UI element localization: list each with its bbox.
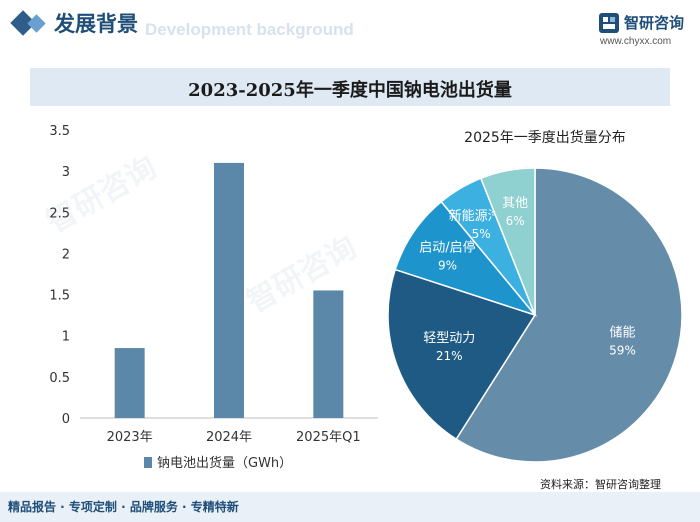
brand-name: 智研咨询 xyxy=(624,14,685,32)
source-note: 资料来源：智研咨询整理 xyxy=(540,478,661,491)
y-tick-label: 2 xyxy=(62,247,70,262)
bar xyxy=(114,348,145,418)
legend-label: 钠电池出货量（GWh） xyxy=(157,455,292,471)
bar-chart: 0 0.5 1 1.5 2 2.5 3 3.5 2023年 2024年 2025年Q1 钠电池出货量（… xyxy=(49,124,378,471)
x-tick-label: 2023年 xyxy=(107,430,153,445)
pie-slice xyxy=(455,167,683,463)
brand-url: www.chyxx.com xyxy=(600,36,672,47)
y-tick-label: 1.5 xyxy=(49,289,70,304)
pie-slice-percent: 21% xyxy=(436,349,463,363)
pie-slice-label: 其他 xyxy=(502,196,528,211)
y-tick-label: 2.5 xyxy=(49,206,70,221)
pie-slice-percent: 9% xyxy=(438,259,457,273)
x-tick-label: 2024年 xyxy=(206,430,252,445)
pie-slice xyxy=(394,200,538,317)
pie-slice xyxy=(479,167,536,316)
header: Development background 发展背景 智研咨询 www.chy… xyxy=(0,0,700,56)
x-tick-label: 2025年Q1 xyxy=(296,430,361,445)
section-subtitle: Development background xyxy=(145,20,354,39)
legend-swatch xyxy=(144,457,152,468)
y-tick-label: 3 xyxy=(62,165,70,180)
y-tick-label: 0 xyxy=(62,412,70,427)
chart-title: 2023-2025年一季度中国钠电池出货量 xyxy=(188,80,512,101)
pie-slice-label: 轻型动力 xyxy=(423,331,475,346)
pie-slice-label: 储能 xyxy=(610,325,636,340)
pie-title: 2025年一季度出货量分布 xyxy=(464,129,626,146)
pie-slice-percent: 5% xyxy=(472,227,491,241)
pie-slice-label: 启动/启停 xyxy=(419,240,475,256)
footer-services: 精品报告 · 专项定制 · 品牌服务 · 专精特新 xyxy=(8,500,239,514)
pie-slice-percent: 59% xyxy=(609,343,636,357)
y-tick-label: 1 xyxy=(62,330,70,345)
y-tick-label: 0.5 xyxy=(49,371,70,386)
bar xyxy=(313,290,344,418)
pie-slice-percent: 6% xyxy=(506,214,525,228)
footer-bar: 精品报告 · 专项定制 · 品牌服务 · 专精特新 xyxy=(0,492,700,522)
pie-slice xyxy=(387,268,537,441)
section-title: 发展背景 xyxy=(54,11,138,36)
pie-chart: 2025年一季度出货量分布储能59%轻型动力21%启动/启停9%新能源汽车5%其… xyxy=(387,129,683,463)
chart-title-band: 2023-2025年一季度中国钠电池出货量 xyxy=(30,68,670,106)
bar xyxy=(214,162,244,418)
y-tick-label: 3.5 xyxy=(49,124,70,139)
brand-logo-icon xyxy=(599,13,619,33)
